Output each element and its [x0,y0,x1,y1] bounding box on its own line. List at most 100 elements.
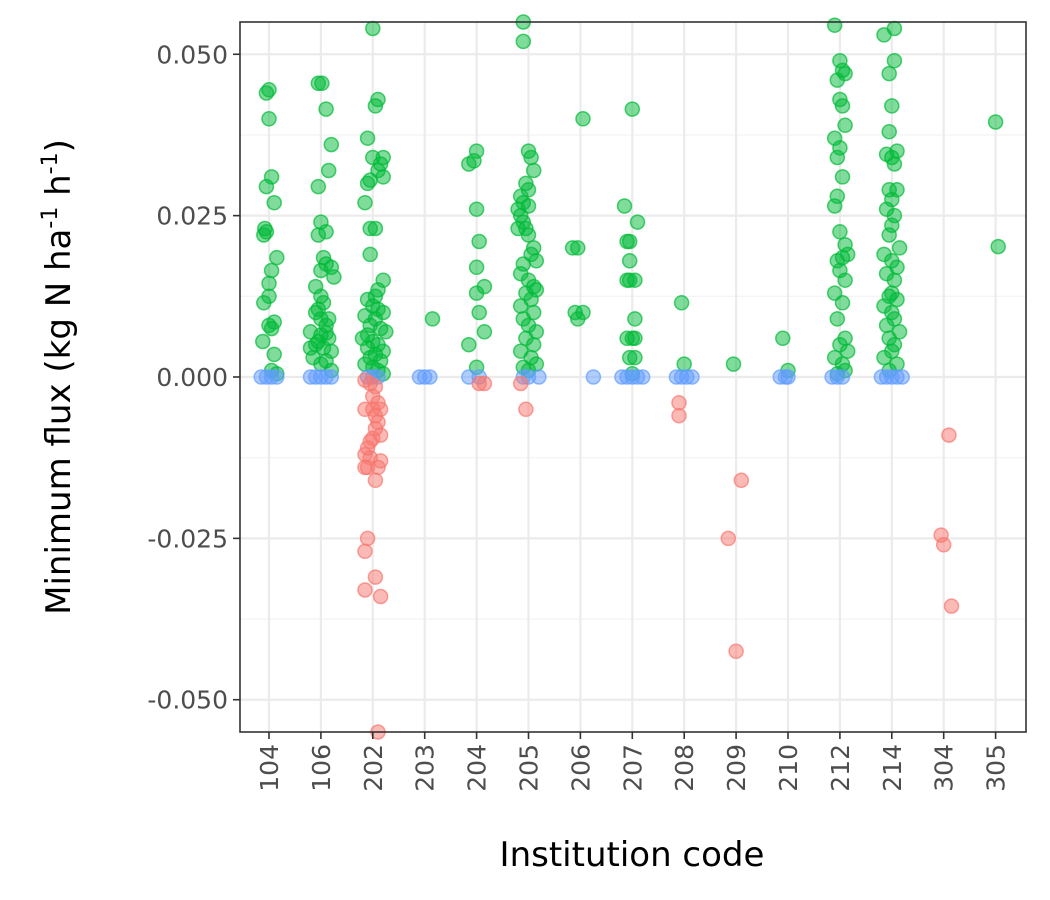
data-point-positive [365,20,381,37]
x-tick-label: 204 [463,744,492,792]
data-point-negative [367,472,384,489]
data-point-positive [676,356,692,372]
data-point-positive [476,324,493,340]
data-point-negative [372,427,389,443]
data-point-positive [627,311,643,327]
data-point-positive [362,220,378,237]
data-point-negative [943,598,960,614]
data-point-positive [673,295,690,311]
data-point-positive [512,298,529,314]
data-point-positive [826,198,843,214]
data-point-positive [839,343,856,359]
data-point-positive [987,114,1004,130]
data-point-positive [476,278,493,295]
data-point-positive [302,340,319,356]
y-axis-title-end: ) [39,139,79,152]
data-point-positive [575,304,591,321]
data-point-positive [834,98,851,114]
x-tick-label: 209 [722,744,751,792]
x-tick-label: 208 [670,744,699,792]
data-point-positive [834,295,851,311]
y-axis-title-sup2: -1 [38,152,63,174]
data-point-positive [886,272,903,288]
data-point-negative [935,537,952,553]
data-point-positive [829,72,846,88]
x-axis: 104 106 202 203 204 205 206 207 208 209 210 212 214 3… [255,732,1011,792]
data-point-positive [424,311,441,327]
y-axis-title-mid: h [39,174,79,206]
y-axis-title-main: Minimum flux (kg N ha [39,229,79,615]
data-point-positive [370,91,386,108]
data-point-negative [367,569,384,585]
data-point-positive [891,240,908,256]
x-tick-label: 212 [826,744,855,792]
data-point-positive [468,201,485,217]
data-point-positive [832,224,848,240]
data-point-negative [720,530,737,547]
data-point-positive [468,143,485,159]
x-tick-label: 305 [982,744,1011,792]
data-point-positive [525,162,542,179]
data-point-positive [878,317,895,334]
data-point-positive [990,238,1006,255]
data-point-positive [263,320,280,337]
data-point-negative [359,459,376,476]
data-point-positive [725,356,742,372]
x-tick-label: 106 [307,744,336,792]
y-tick-label: -0.025 [147,524,228,553]
data-point-positive [258,224,275,240]
data-point-positive [834,169,851,185]
data-point-positive [320,311,337,327]
x-tick-label: 205 [515,744,544,792]
data-point-zero [634,369,651,385]
y-axis-title-sup1: -1 [38,207,63,229]
data-point-positive [266,346,282,363]
data-point-positive [515,33,532,50]
data-point-positive [826,17,843,33]
data-point-positive [629,214,646,230]
data-point-positive [627,349,643,366]
data-point-positive [520,227,537,243]
data-point-positive [829,311,846,327]
data-point-positive [261,82,277,98]
y-tick-label: 0.025 [156,202,228,231]
data-point-positive [359,130,376,146]
data-point-positive [263,262,280,279]
x-tick-label: 214 [878,744,907,792]
data-point-positive [261,275,277,292]
data-point-positive [261,288,277,305]
data-point-positive [266,194,282,211]
data-point-positive [837,117,853,134]
data-point-positive [362,246,378,263]
data-point-positive [261,111,277,127]
data-point-negative [941,427,957,443]
x-tick-label: 203 [411,744,440,792]
x-tick-label: 104 [255,744,284,792]
data-point-positive [627,272,643,288]
data-point-positive [326,269,342,285]
data-point-positive [318,325,334,341]
data-point-positive [359,327,376,343]
data-point-zero [531,369,547,385]
data-point-zero [422,369,438,385]
data-point-positive [886,156,903,172]
y-tick-label: 0.000 [156,363,228,392]
data-point-positive [881,123,897,140]
data-point-positive [621,253,638,269]
data-point-positive [627,330,643,347]
data-point-zero [585,369,602,385]
data-point-positive [461,336,477,353]
data-point-negative [671,395,687,411]
data-point-positive [523,149,539,166]
data-point-negative [476,375,493,392]
data-point-positive [263,169,280,185]
data-point-positive [471,304,487,321]
data-point-positive [525,336,542,353]
data-point-positive [310,301,327,317]
data-point-positive [310,178,327,195]
data-point-zero [323,369,340,385]
data-point-positive [318,101,334,117]
x-tick-label: 207 [618,744,647,792]
y-tick-label: 0.050 [156,40,228,69]
